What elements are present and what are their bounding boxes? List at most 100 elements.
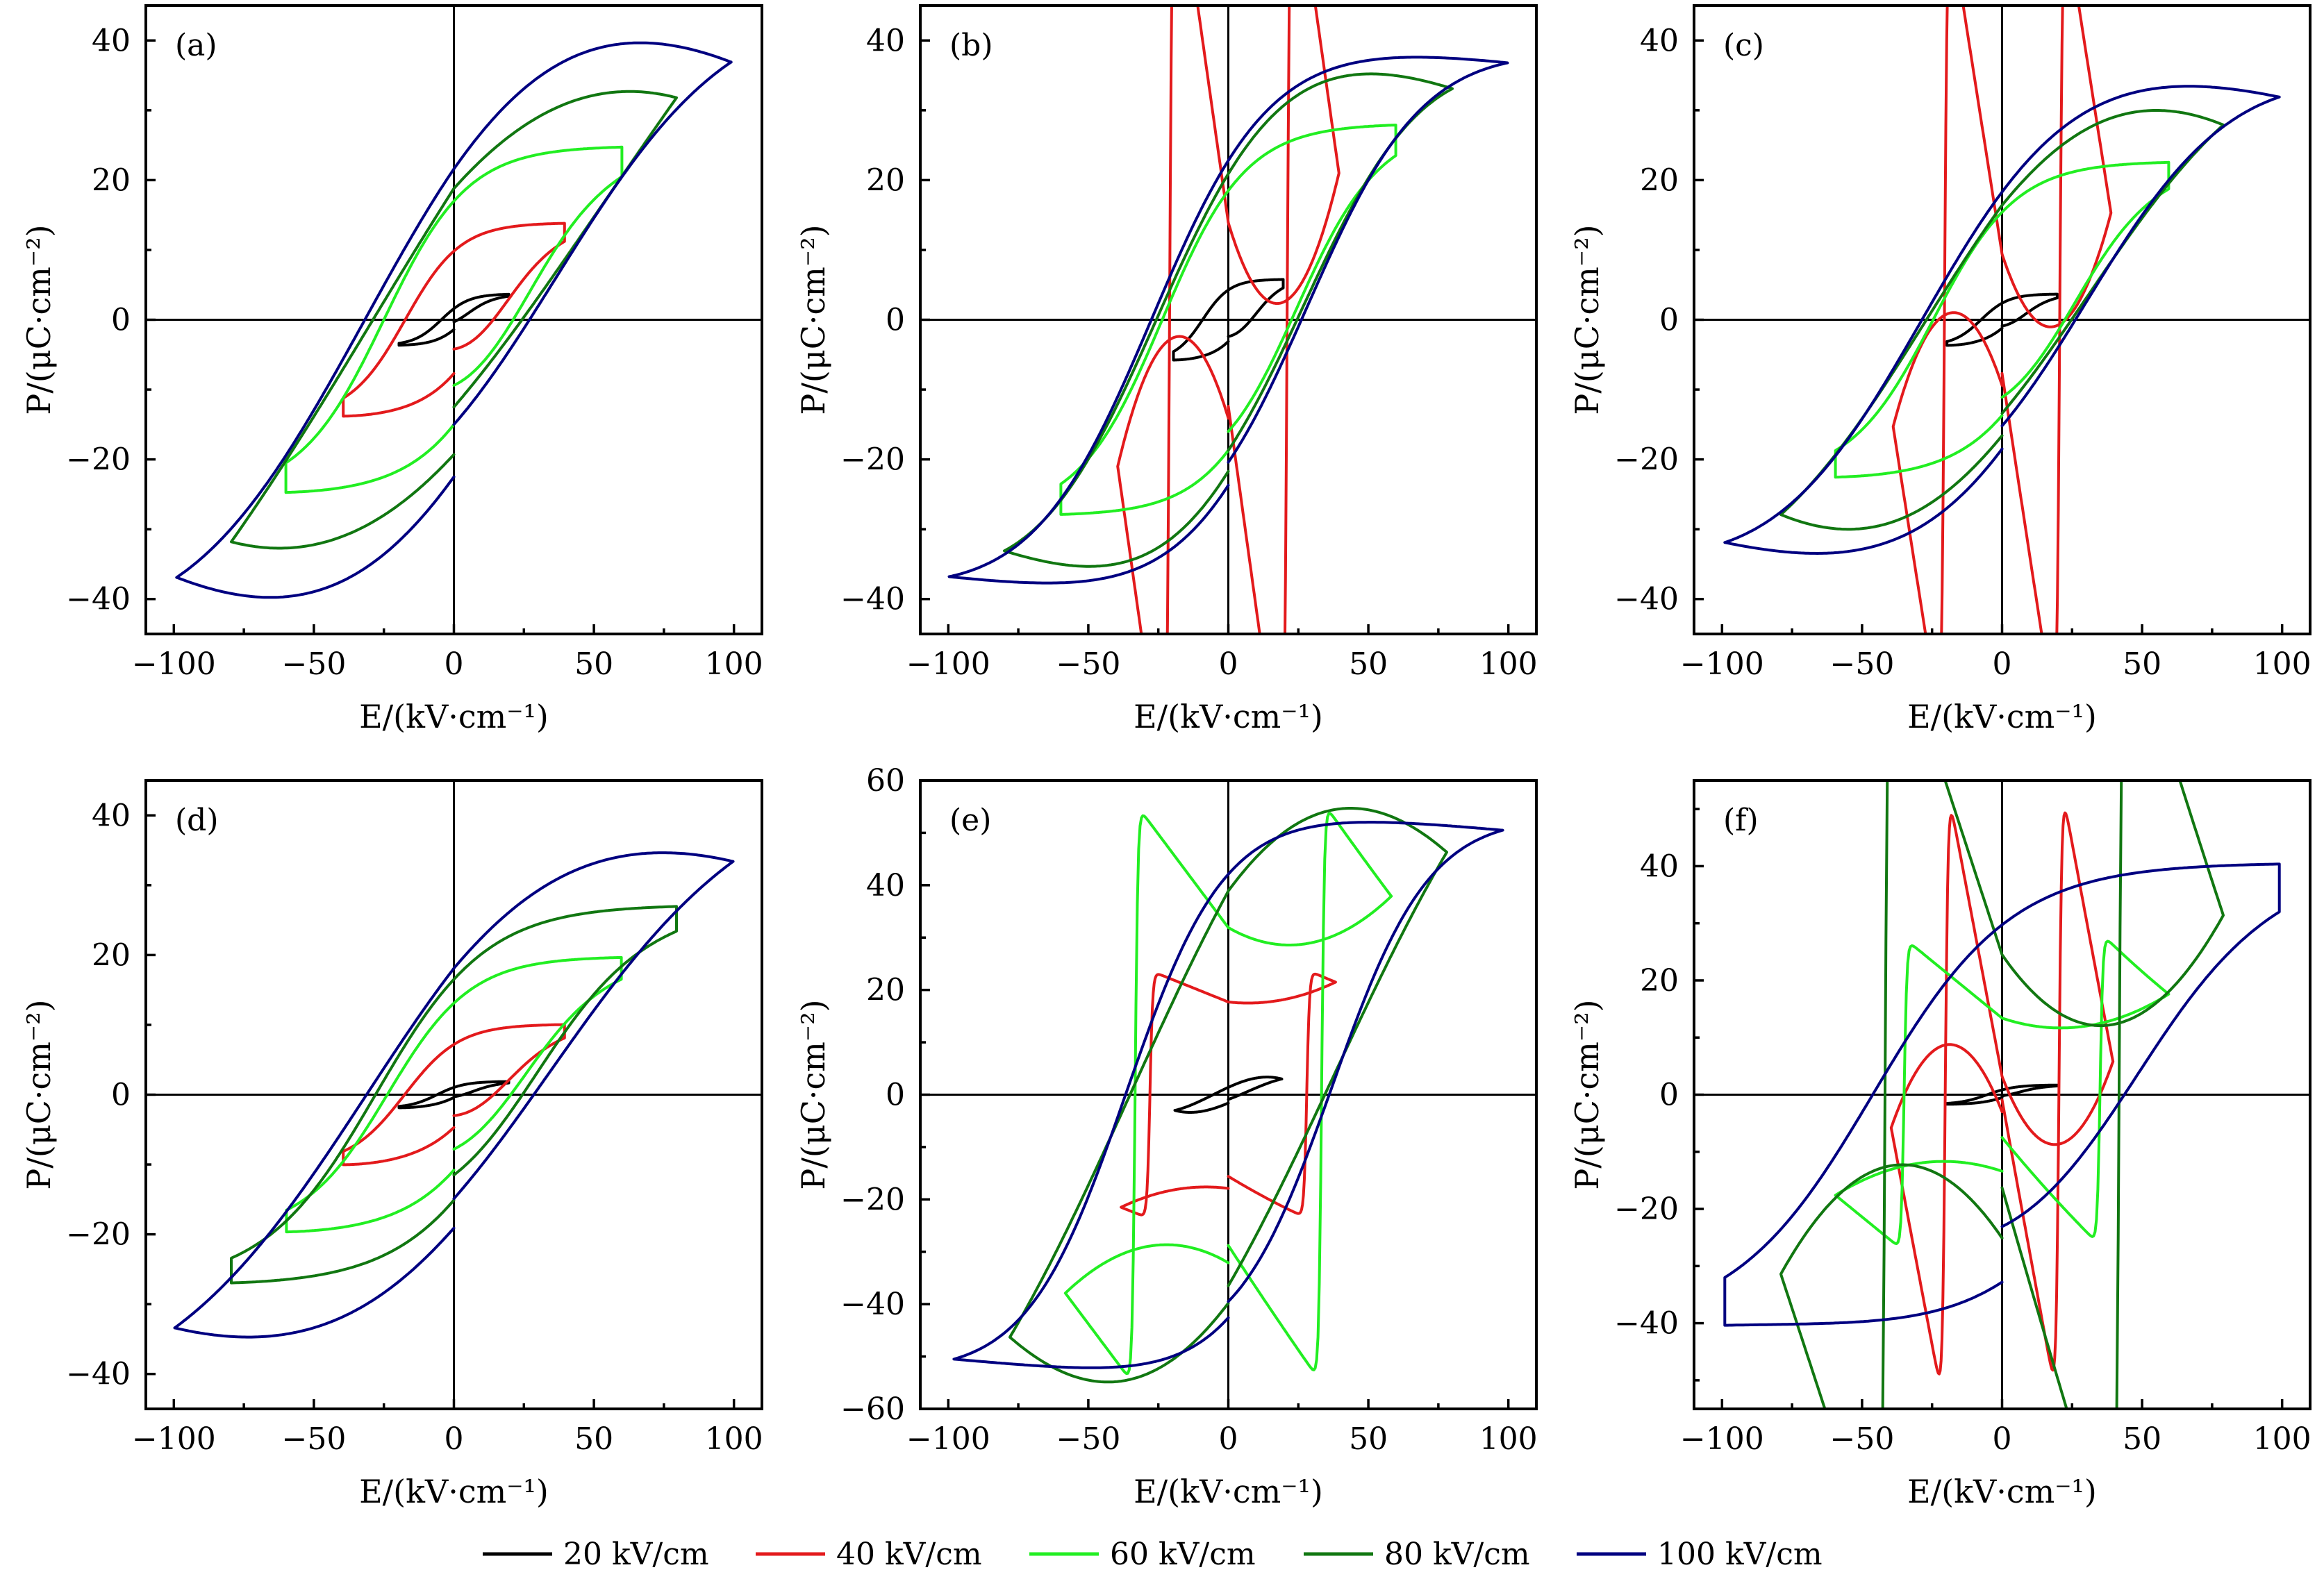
x-tick-label: −50: [281, 1421, 346, 1457]
series-line-100-kV-cm: [952, 821, 1504, 1369]
y-tick-label: −20: [1614, 442, 1679, 478]
y-tick-label: 0: [886, 1078, 905, 1113]
series-line-40-kV-cm: [1891, 6, 2113, 634]
y-tick-label: −40: [66, 1357, 131, 1392]
loops: [175, 41, 733, 599]
series-line-60-kV-cm: [1834, 939, 2171, 1245]
y-tick-label: 0: [1659, 1078, 1679, 1113]
legend-item: 60 kV/cm: [1029, 1537, 1256, 1572]
series-line-100-kV-cm: [947, 56, 1509, 585]
y-axis-title: P/(μC·cm⁻²): [795, 224, 832, 415]
x-axis-title: E/(kV·cm⁻¹): [1134, 1473, 1323, 1510]
series-line-40-kV-cm: [342, 222, 566, 418]
x-tick-label: −100: [1680, 646, 1764, 682]
y-axis-title: P/(μC·cm⁻²): [20, 224, 58, 415]
panel-label: (c): [1723, 28, 1764, 63]
x-tick-label: 0: [1219, 646, 1238, 682]
x-tick-label: −50: [1056, 1421, 1120, 1457]
y-tick-label: −60: [840, 1392, 905, 1427]
legend-label: 20 kV/cm: [563, 1537, 709, 1572]
y-tick-label: −40: [840, 582, 905, 617]
series-line-80-kV-cm: [230, 905, 678, 1285]
y-tick-label: 40: [1640, 849, 1679, 884]
panel-label: (e): [949, 803, 991, 838]
y-tick-label: 40: [1640, 23, 1679, 58]
loops: [173, 851, 735, 1339]
y-tick-label: 20: [1640, 963, 1679, 999]
legend-label: 60 kV/cm: [1110, 1537, 1256, 1572]
x-tick-label: −100: [132, 646, 216, 682]
series-line-60-kV-cm: [284, 145, 624, 494]
x-tick-label: 100: [1479, 1421, 1538, 1457]
x-axis-title: E/(kV·cm⁻¹): [1134, 698, 1323, 735]
loops: [947, 6, 1509, 634]
y-tick-label: −40: [840, 1287, 905, 1322]
y-tick-label: 20: [92, 937, 131, 973]
x-tick-label: −50: [1056, 646, 1120, 682]
x-tick-label: 100: [705, 646, 763, 682]
y-tick-label: 40: [866, 868, 905, 903]
y-axis-title: P/(μC·cm⁻²): [20, 999, 58, 1189]
panel-label: (f): [1723, 803, 1759, 838]
y-tick-label: 20: [866, 973, 905, 1008]
y-axis-title: P/(μC·cm⁻²): [795, 999, 832, 1189]
y-tick-label: 0: [111, 1078, 131, 1113]
legend: 20 kV/cm 40 kV/cm 60 kV/cm 80 kV/cm 100 kV/c…: [483, 1537, 1823, 1572]
panel-b: −100 −50 0 50 100 −40 −20 0 20 40 (b) E/(kV·cm⁻¹) P/…: [795, 4, 1538, 735]
x-tick-label: 50: [2123, 646, 2161, 682]
series-line-100-kV-cm: [1723, 85, 2281, 555]
x-tick-label: 100: [1479, 646, 1538, 682]
x-tick-label: −100: [906, 646, 990, 682]
y-tick-label: −20: [66, 1217, 131, 1253]
x-tick-label: 0: [445, 646, 464, 682]
series-line-20-kV-cm: [1945, 292, 2059, 347]
y-tick-label: 20: [866, 162, 905, 198]
series-line-60-kV-cm: [1063, 812, 1393, 1376]
x-tick-label: 100: [705, 1421, 763, 1457]
y-tick-label: 0: [1659, 303, 1679, 338]
series-line-80-kV-cm: [1009, 807, 1448, 1384]
loops: [1723, 6, 2281, 634]
y-tick-label: 60: [866, 763, 905, 799]
panels: −100 −50 0 50 100 −40 −20 0 20 40 (a) E/(kV·cm⁻¹) P/…: [20, 4, 2311, 1510]
y-tick-label: −40: [66, 582, 131, 617]
series-line-40-kV-cm: [1889, 811, 2115, 1376]
y-tick-label: −40: [1614, 582, 1679, 617]
x-tick-label: −100: [132, 1421, 216, 1457]
y-tick-label: 40: [866, 23, 905, 58]
x-axis-title: E/(kV·cm⁻¹): [359, 1473, 549, 1510]
loops: [1723, 780, 2281, 1409]
y-axis-title: P/(μC·cm⁻²): [1568, 224, 1606, 415]
x-tick-label: 0: [1993, 1421, 2012, 1457]
panel-label: (b): [949, 28, 993, 63]
x-tick-label: 50: [574, 1421, 613, 1457]
x-axis-title: E/(kV·cm⁻¹): [1907, 1473, 2097, 1510]
x-tick-label: −50: [281, 646, 346, 682]
x-tick-label: 100: [2253, 1421, 2311, 1457]
legend-item: 80 kV/cm: [1304, 1537, 1530, 1572]
y-tick-label: 20: [92, 162, 131, 198]
x-tick-label: 0: [1219, 1421, 1238, 1457]
x-axis-title: E/(kV·cm⁻¹): [1907, 698, 2097, 735]
y-tick-label: 20: [1640, 162, 1679, 198]
x-tick-label: −100: [1680, 1421, 1764, 1457]
series-line-60-kV-cm: [1834, 160, 2171, 479]
series-line-100-kV-cm: [173, 851, 735, 1339]
panel-f: −100 −50 0 50 100 −40 −20 0 20 40 (f) E/(kV·cm⁻¹) P/…: [1568, 779, 2311, 1510]
x-tick-label: 0: [1993, 646, 2012, 682]
x-tick-label: −100: [906, 1421, 990, 1457]
panel-label: (a): [175, 28, 217, 63]
x-tick-label: 50: [2123, 1421, 2161, 1457]
y-tick-label: −20: [1614, 1192, 1679, 1227]
x-axis-title: E/(kV·cm⁻¹): [359, 698, 549, 735]
series-line-20-kV-cm: [1172, 278, 1285, 362]
x-tick-label: −50: [1829, 646, 1894, 682]
series-line-40-kV-cm: [342, 1023, 566, 1167]
y-tick-label: −20: [840, 442, 905, 478]
loops: [952, 807, 1504, 1384]
y-tick-label: −20: [840, 1182, 905, 1217]
x-tick-label: 50: [1349, 1421, 1388, 1457]
series-line-20-kV-cm: [1945, 1083, 2059, 1106]
series-line-40-kV-cm: [1120, 972, 1337, 1217]
